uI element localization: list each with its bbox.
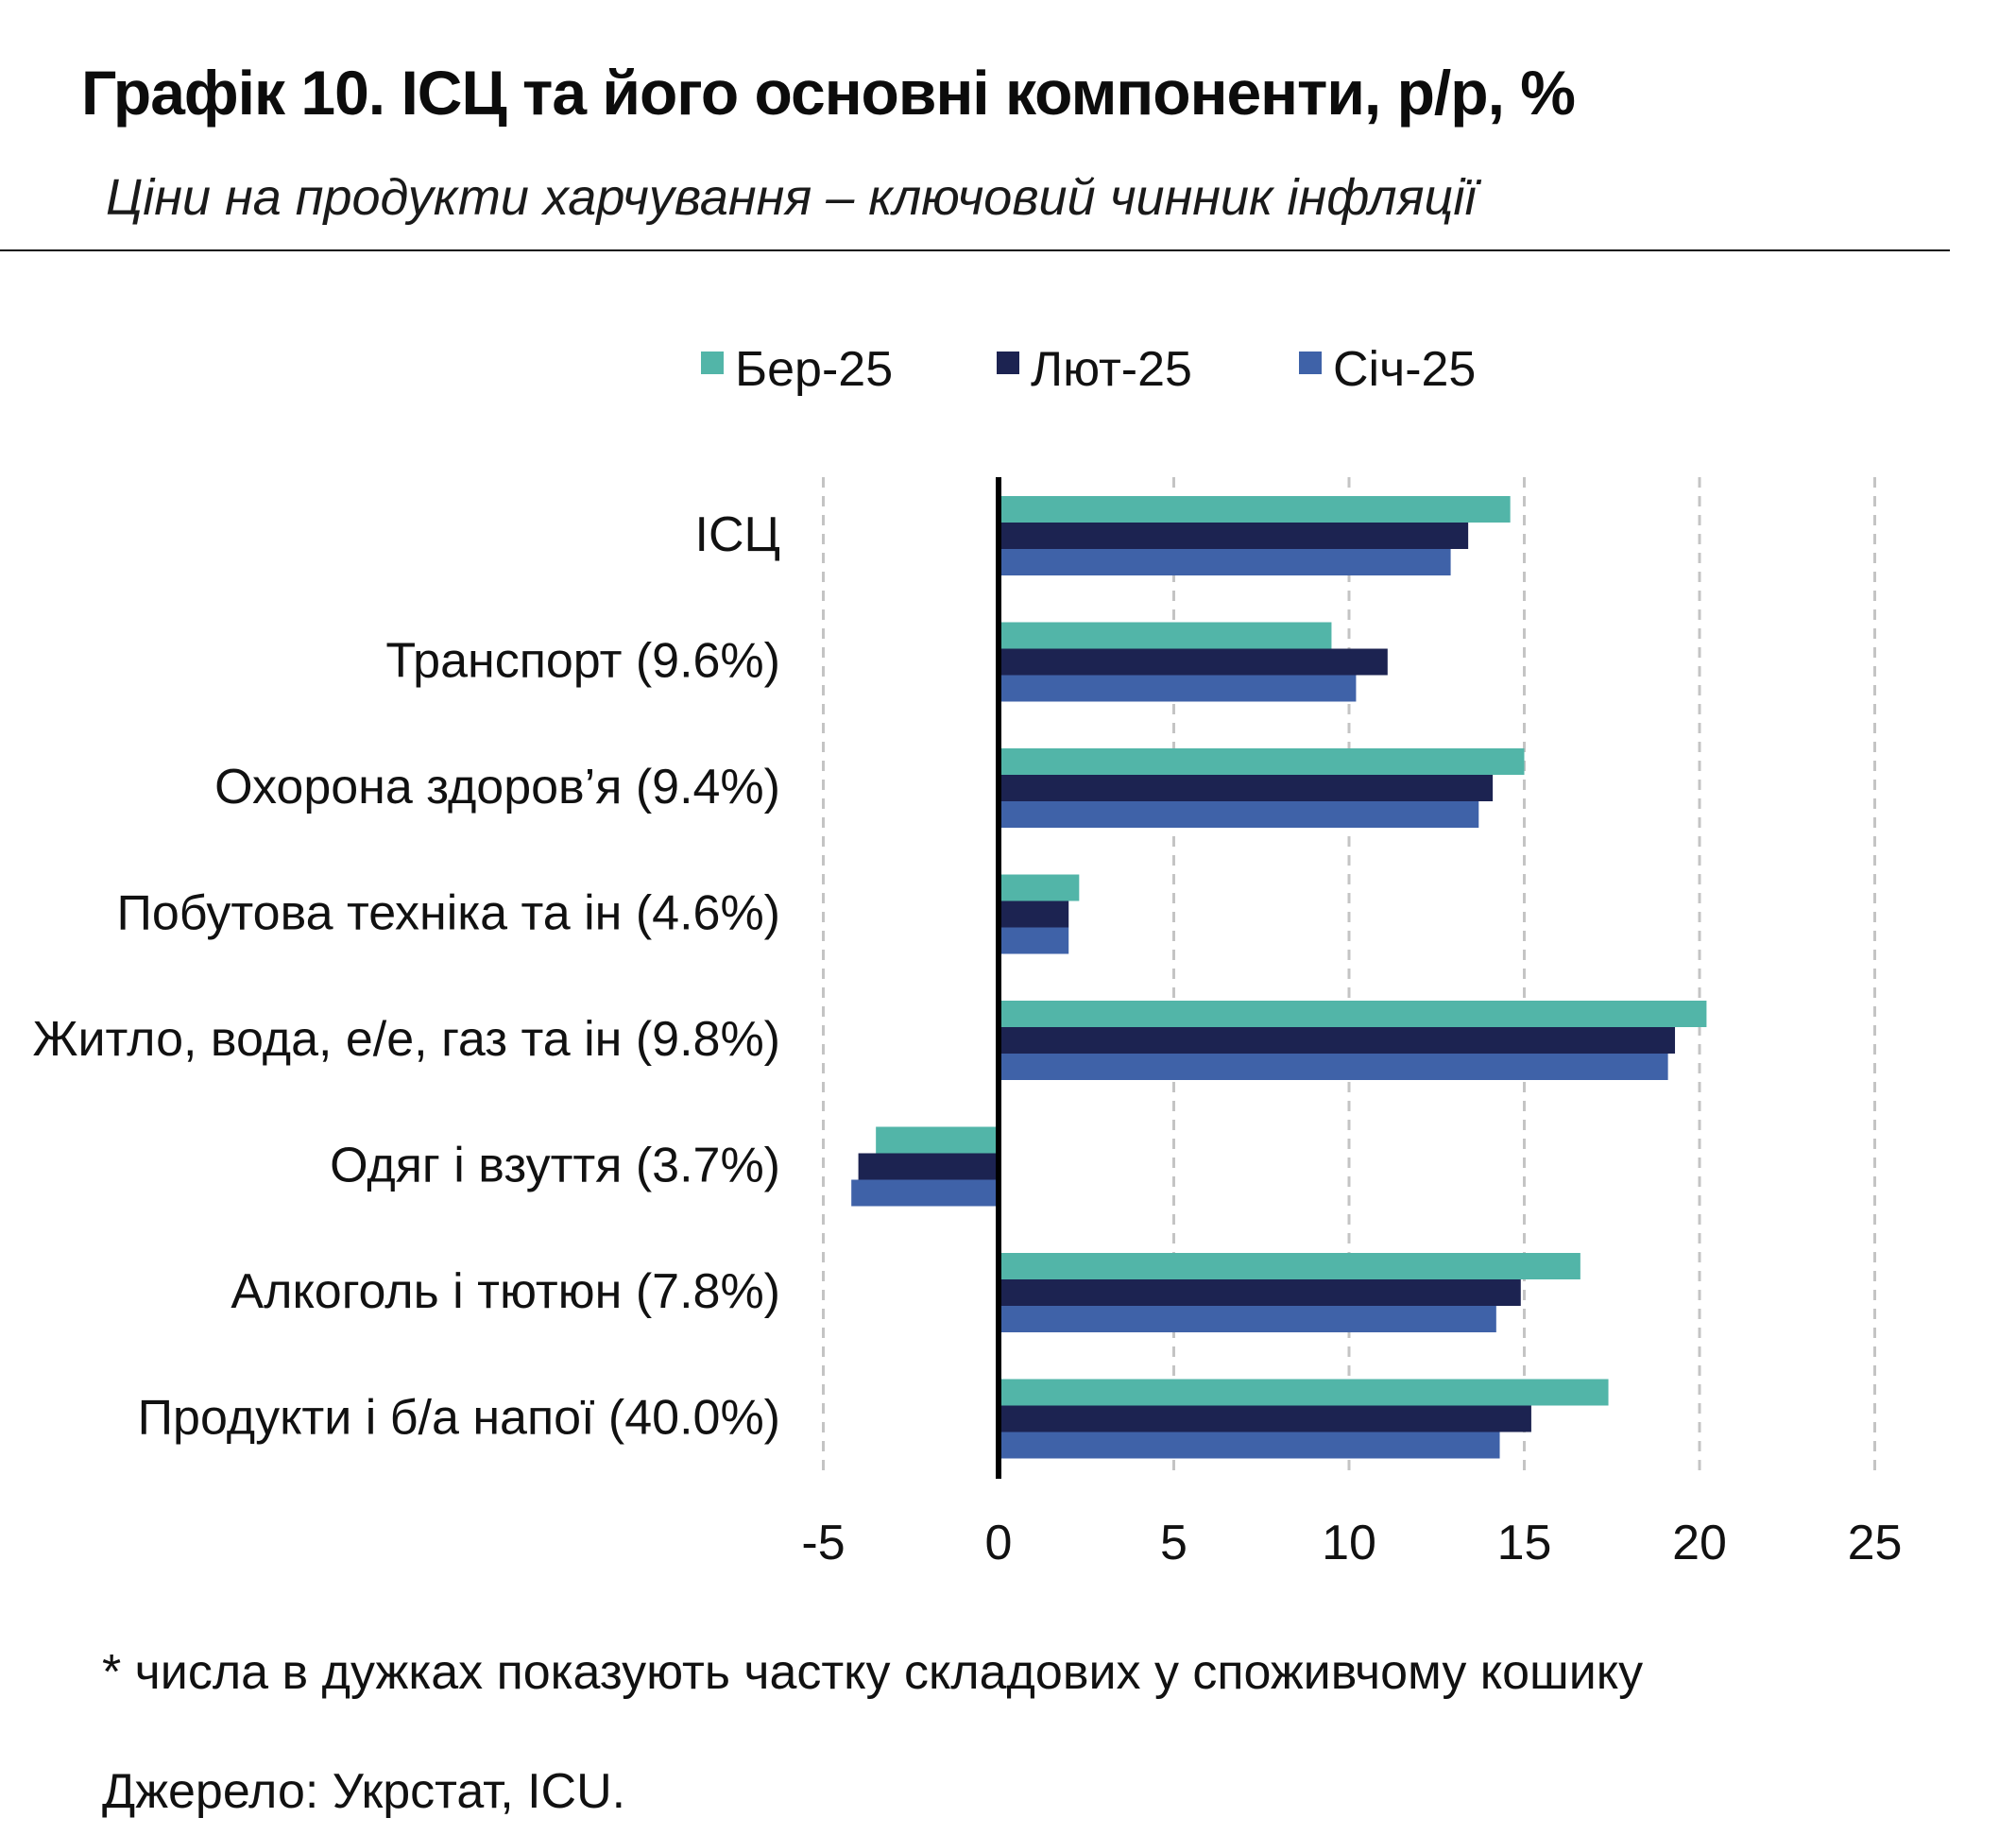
x-tick-label: 5 — [1160, 1516, 1187, 1570]
bar — [999, 1253, 1580, 1279]
bar — [999, 1027, 1676, 1054]
bar — [999, 1432, 1500, 1459]
bar — [876, 1126, 999, 1154]
legend-label: Бер-25 — [735, 342, 893, 397]
x-tick-label: 15 — [1497, 1516, 1552, 1570]
bar — [999, 775, 1494, 801]
bar — [999, 1306, 1496, 1332]
source-note: Джерело: Укрстат, ICU. — [102, 1764, 626, 1819]
bar-chart: -5 0 5 10 15 20 25 ІСЦ Транспорт (9.6%) Охорона з… — [32, 342, 1903, 1570]
bar — [851, 1179, 999, 1207]
bar — [999, 900, 1069, 928]
x-tick-label: -5 — [801, 1516, 845, 1570]
bar — [999, 1001, 1707, 1027]
legend-swatch — [997, 352, 1019, 374]
legend-swatch — [701, 352, 724, 374]
category-label: Житло, вода, е/е, газ та ін (9.8%) — [32, 1012, 780, 1067]
bar — [999, 523, 1469, 549]
category-label: Побутова техніка та ін (4.6%) — [116, 886, 780, 941]
category-label: Транспорт (9.6%) — [385, 634, 780, 689]
bar — [999, 622, 1332, 649]
bar — [999, 927, 1069, 954]
category-label: Охорона здоров’я (9.4%) — [214, 760, 780, 815]
category-label: Одяг і взуття (3.7%) — [330, 1139, 780, 1193]
footnote: * числа в дужках показують частку складо… — [102, 1645, 1644, 1700]
category-label: Алкоголь і тютюн (7.8%) — [231, 1264, 780, 1319]
x-tick-label: 20 — [1672, 1516, 1727, 1570]
bar — [999, 1379, 1609, 1406]
x-tick-label: 0 — [985, 1516, 1013, 1570]
x-tick-label: 25 — [1848, 1516, 1903, 1570]
category-label: Продукти і б/а напої (40.0%) — [138, 1391, 780, 1446]
bar — [999, 549, 1451, 575]
bar — [858, 1153, 999, 1180]
legend-label: Січ-25 — [1333, 342, 1476, 397]
bar — [999, 748, 1525, 775]
legend-label: Лют-25 — [1031, 342, 1192, 397]
chart-subtitle: Ціни на продукти харчування – ключовий ч… — [106, 169, 1477, 226]
bar — [999, 1405, 1531, 1432]
category-label: ІСЦ — [695, 507, 780, 562]
bar — [999, 648, 1388, 676]
title-divider — [0, 249, 1950, 251]
bar — [999, 874, 1080, 901]
bar — [999, 675, 1357, 702]
bar — [999, 801, 1479, 828]
legend-swatch — [1299, 352, 1322, 374]
bar — [999, 496, 1511, 523]
x-tick-label: 10 — [1322, 1516, 1376, 1570]
bar — [999, 1054, 1668, 1080]
bar — [999, 1279, 1521, 1306]
chart-title: Графік 10. ІСЦ та його основні компонент… — [81, 58, 1576, 128]
